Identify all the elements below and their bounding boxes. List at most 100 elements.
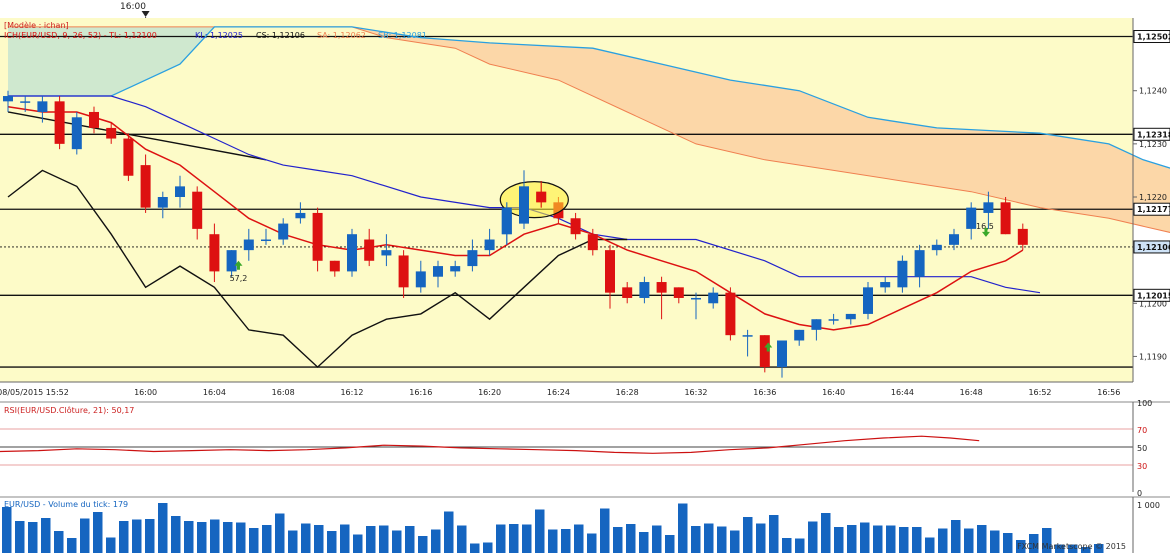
volume-bar [626,524,636,553]
time-axis-label: 16:36 [753,388,776,397]
price-tag-box [1133,288,1170,302]
candle-body [1017,228,1028,245]
volume-panel[interactable]: 1 000 [0,496,1170,553]
volume-bar [704,523,714,553]
candle-body [347,234,357,272]
brand-footer: FXCM Marketscope © 2015 [1017,542,1126,551]
volume-bar [678,503,688,553]
volume-bar [366,526,376,553]
candle-body [708,292,719,304]
candle-body [140,165,151,208]
volume-bar [756,523,766,553]
indicator-legend-item: ICH(EUR/USD, 9, 26, 52) - TL: 1,12100 [4,31,157,40]
time-marker-icon [141,11,150,17]
volume-bar [509,524,519,553]
time-axis-label: 16:40 [822,388,845,397]
volume-bar [847,525,857,553]
template-label: [Modèle : ichan] [4,20,69,30]
volume-bar [938,528,948,553]
volume-bar [873,525,883,553]
volume-bar [392,530,402,553]
time-axis-label: 16:52 [1028,388,1051,397]
candle-body [949,234,959,245]
indicator-legend-item: CS: 1,12106 [256,31,305,40]
rsi-panel[interactable]: 100 70 50 30 0 [0,399,1170,498]
volume-bar [1003,533,1013,553]
time-axis-label: 16:16 [409,388,432,397]
candle-body [295,212,306,219]
candle-body [931,244,942,251]
candle-body [450,266,461,272]
price-axis-label: 1,1220 [1139,193,1167,202]
volume-bar [769,515,779,553]
volume-bar [964,528,974,553]
volume-bar [548,529,558,553]
buy-signal-arrow-icon [764,342,773,352]
volume-bar [431,529,441,553]
candle-body [897,260,908,288]
rsi-label: RSI(EUR/USD.Clôture, 21): 50,17 [4,405,134,415]
volume-bar [197,522,207,553]
price-tag-box [1133,202,1170,216]
volume-bar [860,522,870,553]
volume-bar [743,517,753,553]
volume-bar [405,526,415,553]
cloud-bullish [8,26,352,96]
candle-body [329,260,340,272]
rsi-axis-label: 30 [1137,462,1147,471]
volume-bar [54,531,64,553]
volume-bar [1016,540,1026,553]
price-tag-box [1133,240,1170,254]
candle-body [157,197,168,208]
volume-bar [223,522,233,553]
rsi-axis-label: 70 [1137,426,1147,435]
candle-body [536,191,547,203]
time-axis-label: 16:12 [340,388,363,397]
candle-body [226,250,237,272]
volume-bar [158,503,168,553]
candle-body [742,335,753,337]
candle-body [983,202,994,213]
sell-signal-arrow-icon [981,227,990,237]
volume-bar [886,525,896,553]
volume-bar [834,527,844,553]
signal-value-label: 16,5 [976,222,994,231]
volume-bar [1029,534,1039,553]
time-axis-label: 16:56 [1097,388,1120,397]
candle-body [1000,202,1011,235]
candle-body [570,218,581,235]
candle-body [123,138,134,176]
price-axis-label: 1,1230 [1139,140,1167,149]
volume-bar [912,527,922,553]
candle-body [71,117,82,150]
price-tag-label: 1,12106 [1137,243,1170,252]
volume-bar [730,530,740,553]
candle-body [278,223,289,240]
volume-bar [600,508,610,553]
candle-body [777,340,787,368]
time-axis-label: 16:04 [203,388,226,397]
chikou-span-line [7,169,628,369]
time-axis-label: 16:24 [547,388,570,397]
volume-bar [977,525,987,553]
volume-bar [314,525,324,553]
time-axis-background [0,382,1133,400]
volume-bar [106,537,116,553]
volume-bar [899,527,909,553]
time-axis-label: 16:00 [134,388,157,397]
volume-bar [1094,544,1104,553]
price-tag-box [1133,30,1170,44]
candle-body [880,282,891,288]
candle-body [845,313,856,320]
volume-bar [717,526,727,553]
time-axis-label: 16:32 [684,388,707,397]
candle-body [828,319,839,321]
indicator-legend-item: SA: 1,12062 [317,31,366,40]
volume-bar [67,538,77,553]
volume-bar [587,533,597,553]
price-panel[interactable]: 57,2 16,5 ICH(EUR/USD, 9, 26, 52) - TL: 1,… [0,11,1170,400]
price-axis-label: 1,1200 [1139,299,1167,308]
volume-bar [249,528,259,553]
volume-bar [132,519,142,553]
